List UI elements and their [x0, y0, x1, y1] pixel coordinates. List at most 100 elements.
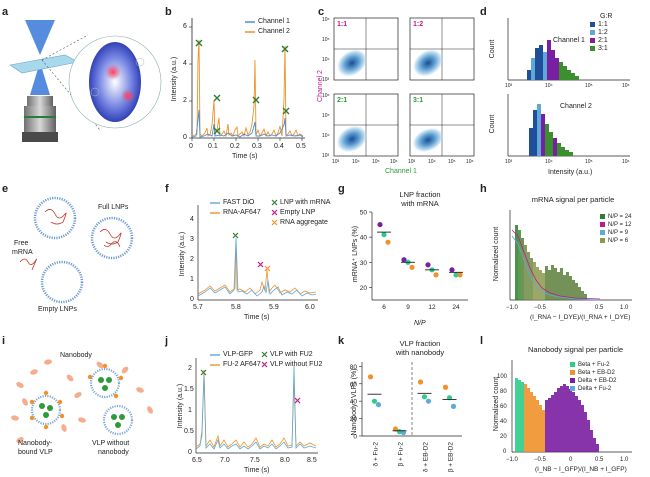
label-empty-lnps: Empty LNPs — [38, 306, 77, 313]
panel-letter-b: b — [165, 6, 172, 18]
c-tick-x2: 10⁴ — [352, 159, 360, 165]
c-tick-y3: 10⁵ — [322, 37, 330, 43]
j-xtick-4: 8.0 — [280, 457, 290, 464]
laser-focus — [89, 42, 141, 122]
x-tick-label: β + EB-D2 — [448, 442, 455, 473]
panel-letter-a: a — [2, 6, 9, 18]
f-ytick-1: 1 — [190, 276, 194, 283]
x-tick-label: 12 — [428, 304, 436, 311]
f-xtick-4: 6.0 — [305, 304, 315, 311]
y-tick-label: 40 — [360, 235, 368, 242]
data-point — [405, 259, 411, 265]
panel-k-title-1: VLP fraction — [399, 339, 441, 348]
panel-b-ylabel: Intensity (a.u.) — [171, 56, 178, 102]
label-vlp-without-2: nanobody — [98, 449, 129, 456]
sample-slide — [9, 54, 79, 74]
j-xtick-3: 7.5 — [250, 457, 260, 464]
ytick-4: 4 — [183, 60, 187, 67]
data-point — [367, 374, 374, 380]
xtick-0.1: 0.1 — [208, 143, 218, 150]
panel-j-ylabel: Intensity (a.u.) — [177, 383, 184, 429]
legend-beta-ebd2: Beta + EB-D2 — [578, 370, 615, 376]
data-point — [425, 398, 432, 404]
panel-h-xlabel: (I_RNA − I_DYE)/(I_RNA + I_DYE) — [530, 314, 631, 321]
legend-empty-lnp: Empty LNP — [280, 209, 316, 216]
density-1-1 — [337, 49, 367, 77]
y-tick-label: 20 — [360, 285, 368, 292]
legend-2-1: 2:1 — [598, 37, 608, 44]
label-nanobody: Nanobody — [60, 352, 92, 359]
panel-d-ylabel-top: Count — [489, 39, 496, 59]
x-tick-label: δ + Fu-2 — [373, 442, 380, 467]
data-point — [385, 239, 391, 245]
d-tick-5: 10³ — [505, 159, 513, 165]
l-xtick-4: 0.5 — [595, 457, 604, 463]
panel-letter-i: i — [2, 335, 6, 347]
f-ytick-2: 2 — [190, 256, 194, 263]
c-tick-x4: 10⁶ — [390, 159, 398, 165]
panel-a-illustration — [9, 20, 162, 142]
quad-label-3-1: 3:1 — [413, 97, 424, 104]
particle-2 — [121, 89, 135, 103]
legend-1-1: 1:1 — [598, 21, 608, 28]
laser-cone-lower — [30, 62, 50, 95]
j-ytick-2: 2 — [188, 365, 192, 372]
panel-letter-j: j — [165, 335, 169, 347]
legend-np-24: N/P = 24 — [608, 214, 632, 220]
h-xtick-2: −0.5 — [534, 305, 546, 311]
d-tick-7: 10⁵ — [585, 159, 593, 165]
panel-letter-k: k — [338, 335, 345, 347]
peak-markers — [195, 39, 290, 135]
d-tick-4: 10⁶ — [622, 83, 630, 89]
legend-np-12: N/P = 12 — [608, 222, 632, 228]
trace-vlp-gfp — [195, 365, 317, 450]
legend-vlp-gfp: VLP-GFP — [223, 351, 253, 358]
panel-f-xlabel: Time (s) — [244, 314, 270, 321]
panel-letter-e: e — [2, 183, 9, 195]
panel-l-title: Nanobody signal per particle — [527, 345, 624, 354]
data-point — [446, 395, 453, 401]
data-point — [433, 272, 439, 278]
particle-1 — [105, 64, 121, 80]
f-ytick-4: 4 — [190, 216, 194, 223]
panel-letter-g: g — [338, 183, 345, 195]
h-xtick-3: 0 — [569, 305, 573, 311]
legend-1-2: 1:2 — [598, 29, 608, 36]
xtick-0.4: 0.4 — [274, 143, 284, 150]
xtick-0.3: 0.3 — [252, 143, 262, 150]
xtick-0: 0 — [189, 143, 193, 150]
l-ytick-100: 100 — [497, 374, 508, 380]
c-tick-x5: 10³ — [408, 159, 416, 165]
label-full-lnps: Full LNPs — [98, 204, 129, 211]
x-tick-label: δ + EB-D2 — [423, 442, 430, 473]
f-xtick-3: 5.9 — [269, 304, 279, 311]
legend-channel-2: Channel 2 — [258, 28, 290, 35]
c-tick-y1: 10³ — [322, 77, 330, 83]
ytick-2: 2 — [183, 97, 187, 104]
objective-body — [24, 106, 56, 132]
y-tick-label: 50 — [360, 210, 368, 217]
legend-vlp-without-fu2: VLP without FU2 — [270, 361, 323, 368]
panel-g-xlabel: N/P — [414, 320, 426, 327]
label-free: Free — [14, 240, 29, 247]
label-channel-2: Channel 2 — [560, 103, 592, 110]
panel-letter-d: d — [480, 6, 487, 18]
legend-delta-ebd2: Delta + EB-D2 — [578, 378, 617, 384]
data-point — [453, 272, 459, 278]
trace-channel-1 — [191, 109, 304, 138]
label-mrna: mRNA — [12, 249, 33, 256]
trace-channel-2 — [191, 39, 304, 138]
panel-letter-c: c — [318, 6, 325, 18]
panel-b-xlabel: Time (s) — [232, 153, 258, 160]
hist-bottom — [529, 104, 573, 156]
x-tick-label: 9 — [406, 304, 410, 311]
c-tick-y6: 10⁴ — [322, 133, 330, 139]
data-point — [381, 232, 387, 238]
data-point — [450, 403, 457, 409]
d-tick-6: 10⁴ — [545, 159, 553, 165]
legend-vlp-with-fu2: VLP with FU2 — [270, 351, 313, 358]
ytick-0: 0 — [183, 134, 187, 141]
l-xtick-2: −0.5 — [534, 457, 546, 463]
legend-title-gr: G:R — [600, 13, 613, 20]
panel-g-title-2: with mRNA — [401, 199, 439, 208]
